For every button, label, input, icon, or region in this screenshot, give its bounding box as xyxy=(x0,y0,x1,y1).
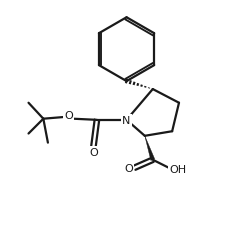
Text: O: O xyxy=(64,110,73,120)
Text: O: O xyxy=(124,163,133,173)
Polygon shape xyxy=(145,136,155,161)
Text: OH: OH xyxy=(169,164,186,174)
Text: N: N xyxy=(122,115,131,125)
Text: O: O xyxy=(89,147,98,157)
